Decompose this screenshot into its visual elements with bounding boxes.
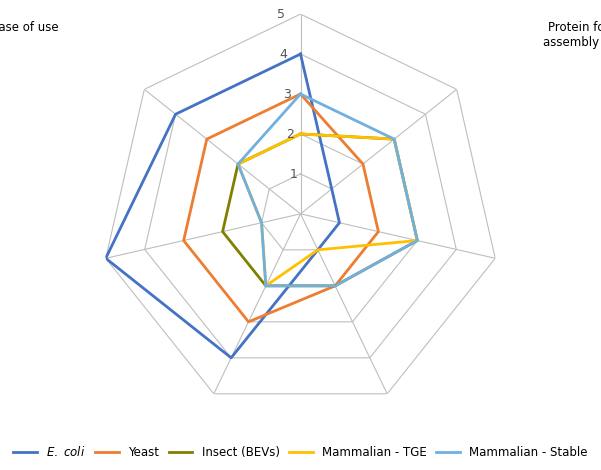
Legend: $\it{E.\ coli}$, Yeast, Insect (BEVs), Mammalian - TGE, Mammalian - Stable: $\it{E.\ coli}$, Yeast, Insect (BEVs), M…	[8, 441, 593, 464]
Text: Protein folding and
assembly - SS bonds: Protein folding and assembly - SS bonds	[543, 21, 601, 49]
Text: Ease of use: Ease of use	[0, 21, 58, 34]
Text: 2: 2	[286, 128, 294, 141]
Text: 3: 3	[283, 88, 291, 101]
Text: 5: 5	[276, 8, 284, 21]
Text: 1: 1	[290, 167, 297, 180]
Text: 4: 4	[280, 48, 288, 61]
